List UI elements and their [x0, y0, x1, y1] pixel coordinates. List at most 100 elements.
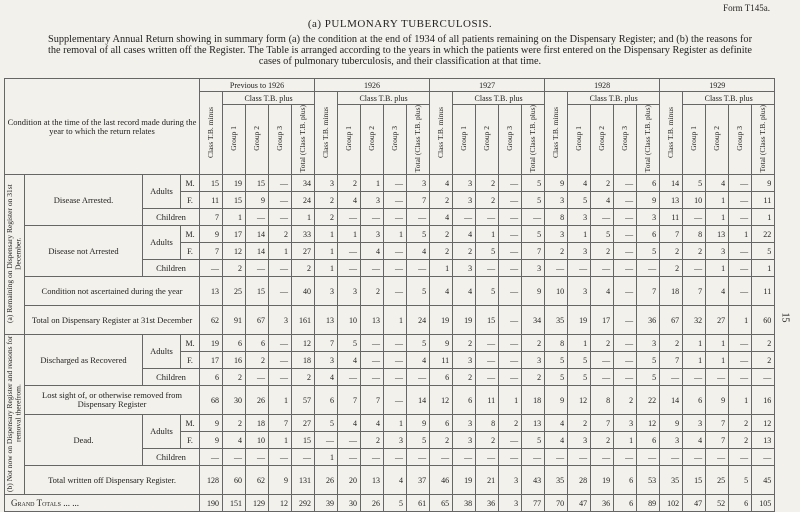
group-header: Total (Class T.B. plus) [636, 103, 661, 176]
cell: 2 [475, 191, 500, 210]
cell: 5 [521, 431, 546, 450]
cell: 1 [291, 208, 316, 227]
group-header: Group 2 [245, 103, 270, 176]
cell: 60 [222, 465, 247, 496]
cell: 52 [705, 494, 730, 512]
cell: 19 [567, 305, 592, 336]
cell: — [705, 448, 730, 467]
cell: 3 [544, 191, 569, 210]
cell: 62 [245, 465, 270, 496]
cell: 4 [314, 368, 339, 387]
cell: 4 [222, 431, 247, 450]
cell: 1 [705, 351, 730, 370]
group-header-text: Group 2 [366, 126, 376, 152]
cell: — [245, 259, 270, 278]
cell: — [728, 448, 753, 467]
cell: 3 [567, 276, 592, 307]
row: F. 17 16 2—18 3 4— —4 11 3— —3 5 5— —5 7 1 1—2 [5, 351, 776, 370]
cell: — [567, 259, 592, 278]
cell: 45 [751, 465, 776, 496]
cell: — [337, 259, 362, 278]
cell: 12 [268, 494, 293, 512]
cell: — [498, 242, 523, 261]
cell: — [498, 259, 523, 278]
cell: 3 [521, 259, 546, 278]
cell: 3 [613, 414, 638, 433]
cell: 7 [314, 334, 339, 353]
cell: 7 [636, 276, 661, 307]
cell: 1 [314, 259, 339, 278]
cell: 8 [544, 208, 569, 227]
cell: 2 [659, 259, 684, 278]
cell: — [613, 225, 638, 244]
cell: 1 [728, 225, 753, 244]
cell: 2 [590, 242, 615, 261]
cell: — [498, 276, 523, 307]
sex-label: F. [179, 431, 201, 450]
cell: 1 [567, 334, 592, 353]
title: (a) PULMONARY TUBERCULOSIS. [307, 18, 493, 30]
cell: — [682, 448, 707, 467]
cell: 16 [751, 385, 776, 416]
cell: 5 [636, 242, 661, 261]
cell: 19 [590, 465, 615, 496]
cell: — [429, 448, 454, 467]
cell: 35 [544, 305, 569, 336]
cell: 2 [452, 334, 477, 353]
cell: 14 [659, 385, 684, 416]
cell: 2 [429, 191, 454, 210]
group-header-text: Group 1 [228, 126, 238, 152]
group-label: Condition not ascertained during the yea… [23, 276, 201, 307]
cell: — [613, 191, 638, 210]
cell: 5 [636, 351, 661, 370]
cell: 19 [222, 174, 247, 193]
subgroup-label: Adults [142, 174, 181, 210]
cell: 89 [636, 494, 661, 512]
sex-label: F. [179, 351, 201, 370]
cell: 30 [222, 385, 247, 416]
cell: — [383, 276, 408, 307]
cell: — [406, 368, 431, 387]
cell: 9 [199, 431, 224, 450]
group-label: Total written off Dispensary Register. [23, 465, 201, 496]
cell: 18 [659, 276, 684, 307]
cell: 4 [429, 208, 454, 227]
cell: 11 [659, 208, 684, 227]
cell: 11 [199, 191, 224, 210]
cell: 61 [406, 494, 431, 512]
cell: 2 [452, 368, 477, 387]
group-header-text: Group 1 [573, 126, 583, 152]
cell: — [590, 259, 615, 278]
cell: 13 [360, 465, 385, 496]
row: Total on Dispensary Register at 31st Dec… [5, 305, 776, 336]
cell: — [268, 174, 293, 193]
cell: — [521, 448, 546, 467]
group-header-text: Group 2 [596, 126, 606, 152]
cell: 68 [199, 385, 224, 416]
year-header: 1926 [314, 78, 431, 92]
group-header-text: Group 3 [389, 126, 399, 152]
year-header: 1927 [429, 78, 546, 92]
row: (a) Remaining on Dispensary Register on … [4, 174, 776, 336]
cell: 1 [705, 208, 730, 227]
cell: — [613, 276, 638, 307]
cell: — [728, 174, 753, 193]
cell: 2 [222, 414, 247, 433]
cell: 28 [567, 465, 592, 496]
cell: 1 [682, 351, 707, 370]
cell: 4 [682, 431, 707, 450]
row: Lost sight of, or otherwise removed from… [5, 385, 776, 416]
cell: 8 [544, 334, 569, 353]
cell: — [245, 208, 270, 227]
cell: — [452, 448, 477, 467]
cell: 3 [498, 465, 523, 496]
cell: — [498, 191, 523, 210]
cell: — [268, 368, 293, 387]
cell: 15 [475, 305, 500, 336]
cell: — [682, 368, 707, 387]
cell: 4 [429, 276, 454, 307]
cell: 5 [636, 368, 661, 387]
group-label: Lost sight of, or otherwise removed from… [23, 385, 201, 416]
subgroup-label: Children [141, 259, 201, 278]
group-header-text: Total (Class T.B. plus) [642, 105, 652, 173]
